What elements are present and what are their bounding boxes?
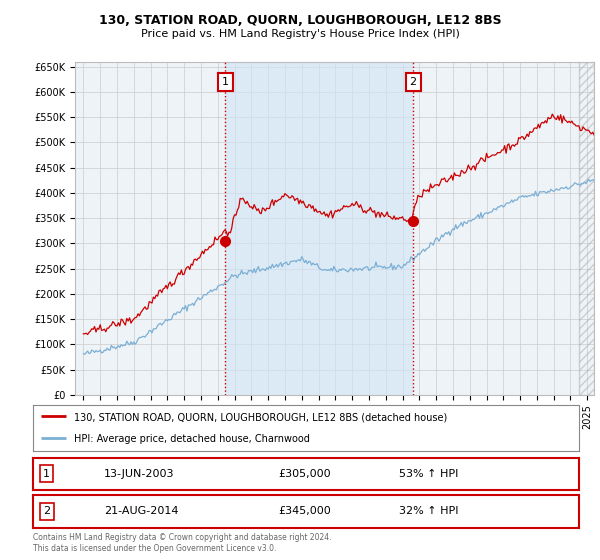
Bar bbox=[226, 62, 413, 395]
Text: 130, STATION ROAD, QUORN, LOUGHBOROUGH, LE12 8BS (detached house): 130, STATION ROAD, QUORN, LOUGHBOROUGH, … bbox=[74, 412, 447, 422]
Text: 2: 2 bbox=[43, 506, 50, 516]
Text: 130, STATION ROAD, QUORN, LOUGHBOROUGH, LE12 8BS: 130, STATION ROAD, QUORN, LOUGHBOROUGH, … bbox=[98, 14, 502, 27]
Text: 2: 2 bbox=[410, 77, 416, 87]
Text: £345,000: £345,000 bbox=[279, 506, 331, 516]
Text: 21-AUG-2014: 21-AUG-2014 bbox=[104, 506, 178, 516]
Text: Contains HM Land Registry data © Crown copyright and database right 2024.
This d: Contains HM Land Registry data © Crown c… bbox=[33, 533, 331, 553]
Bar bbox=[579, 62, 600, 395]
Text: 32% ↑ HPI: 32% ↑ HPI bbox=[399, 506, 458, 516]
Text: 13-JUN-2003: 13-JUN-2003 bbox=[104, 469, 175, 479]
Text: HPI: Average price, detached house, Charnwood: HPI: Average price, detached house, Char… bbox=[74, 434, 310, 444]
Text: 1: 1 bbox=[222, 77, 229, 87]
Text: Price paid vs. HM Land Registry's House Price Index (HPI): Price paid vs. HM Land Registry's House … bbox=[140, 29, 460, 39]
Text: 53% ↑ HPI: 53% ↑ HPI bbox=[399, 469, 458, 479]
Text: £305,000: £305,000 bbox=[279, 469, 331, 479]
Text: 1: 1 bbox=[43, 469, 50, 479]
